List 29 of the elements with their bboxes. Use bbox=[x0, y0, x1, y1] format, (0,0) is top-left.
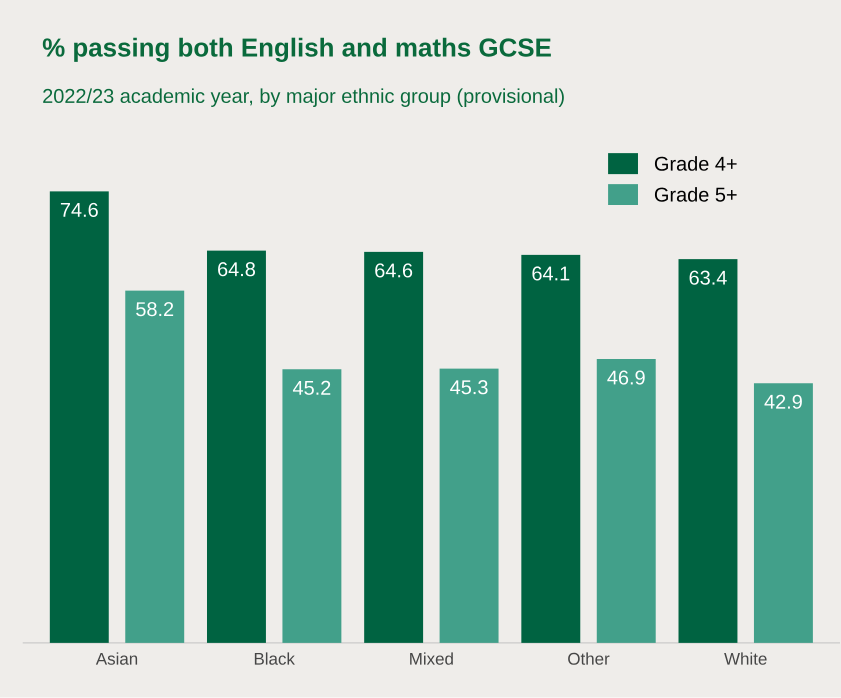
bar bbox=[125, 290, 184, 644]
bar bbox=[678, 259, 738, 644]
bar bbox=[440, 368, 499, 644]
data-label: 45.3 bbox=[450, 380, 488, 394]
data-label: 42.9 bbox=[764, 394, 802, 409]
legend-label: Grade 5+ bbox=[654, 187, 737, 202]
bar bbox=[596, 359, 656, 644]
bar bbox=[206, 250, 266, 644]
x-tick-label: Mixed bbox=[410, 652, 453, 665]
bar bbox=[754, 383, 813, 644]
x-tick-label: Asian bbox=[96, 652, 138, 665]
x-tick-label: Other bbox=[568, 652, 610, 665]
data-label: 46.9 bbox=[607, 370, 645, 385]
chart-subtitle: 2022/23 academic year, by major ethnic group (provisional) bbox=[43, 88, 564, 108]
data-label: 63.4 bbox=[690, 270, 727, 285]
data-label: 58.2 bbox=[136, 302, 174, 316]
bar bbox=[521, 255, 580, 644]
data-label: 64.1 bbox=[532, 266, 570, 281]
x-tick-label: White bbox=[724, 652, 767, 665]
data-label: 64.8 bbox=[218, 262, 255, 276]
chart-title: % passing both English and maths GCSE bbox=[42, 38, 551, 62]
data-label: 64.6 bbox=[375, 264, 412, 278]
legend-label: Grade 4+ bbox=[654, 156, 737, 171]
data-label: 45.2 bbox=[292, 380, 330, 396]
x-tick-label: Black bbox=[254, 652, 295, 665]
bar bbox=[364, 252, 424, 644]
bar bbox=[50, 192, 109, 644]
data-label: 74.6 bbox=[60, 203, 98, 218]
bar bbox=[282, 369, 342, 644]
